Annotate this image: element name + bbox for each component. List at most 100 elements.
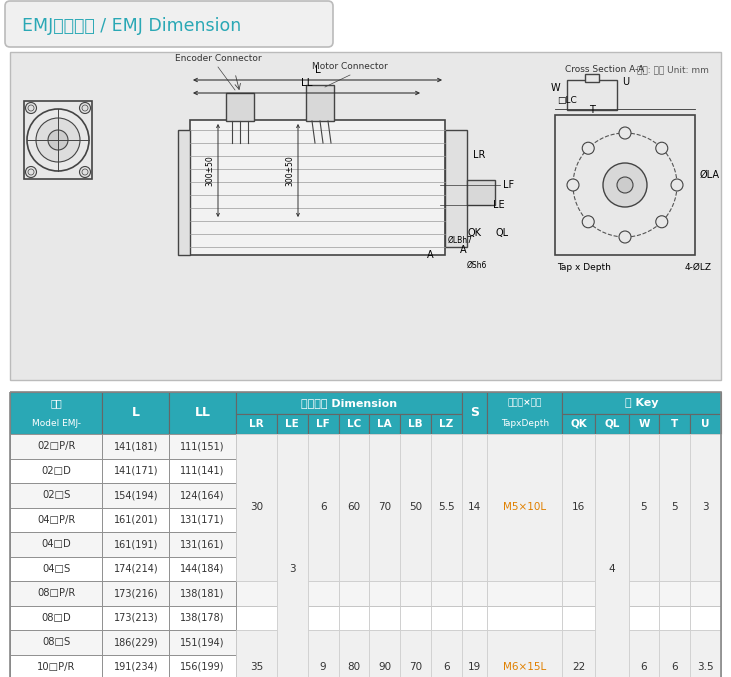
Bar	[169, 655, 236, 677]
Bar	[338, 434, 369, 458]
Bar	[338, 414, 369, 434]
Text: 50: 50	[409, 502, 422, 512]
Text: LA: LA	[377, 419, 392, 429]
Bar	[10, 556, 102, 581]
Text: LF: LF	[503, 180, 514, 190]
Bar	[102, 581, 169, 605]
Bar	[488, 483, 562, 508]
Bar	[629, 605, 659, 630]
Text: 144(184): 144(184)	[181, 564, 224, 573]
Bar	[10, 556, 102, 581]
Bar	[467, 180, 495, 205]
Circle shape	[36, 118, 80, 162]
Bar	[488, 605, 562, 630]
Bar	[431, 605, 462, 630]
Bar	[431, 630, 462, 677]
Bar	[10, 630, 721, 655]
Bar	[102, 581, 169, 605]
Bar	[629, 434, 659, 458]
Bar	[462, 434, 488, 581]
Bar	[308, 655, 338, 677]
Bar	[277, 414, 308, 434]
Bar	[595, 581, 629, 605]
Circle shape	[619, 127, 631, 139]
Bar	[102, 630, 169, 655]
Bar	[690, 414, 721, 434]
Bar	[169, 458, 236, 483]
Text: 02□D: 02□D	[41, 466, 71, 476]
Bar	[308, 532, 338, 556]
Text: LE: LE	[493, 200, 504, 210]
Bar	[629, 556, 659, 581]
Text: S: S	[470, 406, 479, 420]
Text: 6: 6	[640, 661, 648, 672]
Bar	[10, 458, 102, 483]
Bar	[629, 655, 659, 677]
Bar	[659, 434, 690, 458]
Bar	[102, 483, 169, 508]
Text: 124(164): 124(164)	[181, 490, 224, 500]
Bar	[277, 556, 308, 581]
Bar	[10, 392, 102, 434]
Bar	[400, 532, 431, 556]
Bar	[10, 434, 102, 458]
Text: 141(181): 141(181)	[113, 441, 158, 452]
Bar	[629, 532, 659, 556]
Bar	[595, 508, 629, 532]
Bar	[169, 556, 236, 581]
Text: 单位: 毫米 Unit: mm: 单位: 毫米 Unit: mm	[637, 66, 709, 74]
Bar	[431, 630, 462, 655]
Bar	[369, 655, 400, 677]
Bar	[585, 74, 599, 82]
Bar	[338, 655, 369, 677]
Text: ØLBh7: ØLBh7	[448, 236, 473, 244]
Text: 鍵 Key: 鍵 Key	[625, 398, 658, 408]
Bar	[10, 508, 721, 532]
Bar	[10, 532, 102, 556]
Bar	[629, 508, 659, 532]
Bar	[10, 483, 721, 508]
Circle shape	[48, 130, 68, 150]
Bar	[659, 630, 690, 677]
Bar	[169, 581, 236, 605]
Bar	[629, 483, 659, 508]
Bar	[400, 655, 431, 677]
Bar	[629, 581, 659, 605]
Bar	[595, 434, 629, 677]
Bar	[169, 483, 236, 508]
Text: 191(234): 191(234)	[113, 661, 158, 672]
Bar	[462, 630, 488, 677]
Bar	[400, 630, 431, 677]
Bar	[629, 630, 659, 655]
Text: 08□P/R: 08□P/R	[37, 588, 75, 598]
Bar	[562, 630, 595, 655]
Bar	[595, 483, 629, 508]
Text: 161(201): 161(201)	[113, 515, 158, 525]
Bar	[369, 630, 400, 677]
Text: 08□D: 08□D	[42, 613, 71, 623]
Text: 螺紋孔×深度: 螺紋孔×深度	[507, 398, 542, 407]
Bar	[462, 434, 488, 458]
Text: 131(161): 131(161)	[181, 540, 224, 549]
Bar	[555, 115, 695, 255]
Bar	[369, 605, 400, 630]
Bar	[488, 630, 562, 655]
Bar	[462, 556, 488, 581]
Bar	[10, 655, 721, 677]
Bar	[488, 556, 562, 581]
Bar	[400, 556, 431, 581]
Bar	[236, 655, 277, 677]
Bar	[102, 605, 169, 630]
Text: W: W	[550, 83, 560, 93]
Bar	[10, 458, 102, 483]
Text: ØSh6: ØSh6	[467, 261, 488, 269]
Bar	[102, 508, 169, 532]
Text: 131(171): 131(171)	[181, 515, 224, 525]
Bar	[338, 434, 369, 581]
Bar	[369, 581, 400, 605]
Bar	[236, 434, 277, 458]
Circle shape	[603, 163, 647, 207]
Bar	[190, 120, 445, 255]
Bar	[690, 630, 721, 677]
Bar	[308, 434, 338, 581]
